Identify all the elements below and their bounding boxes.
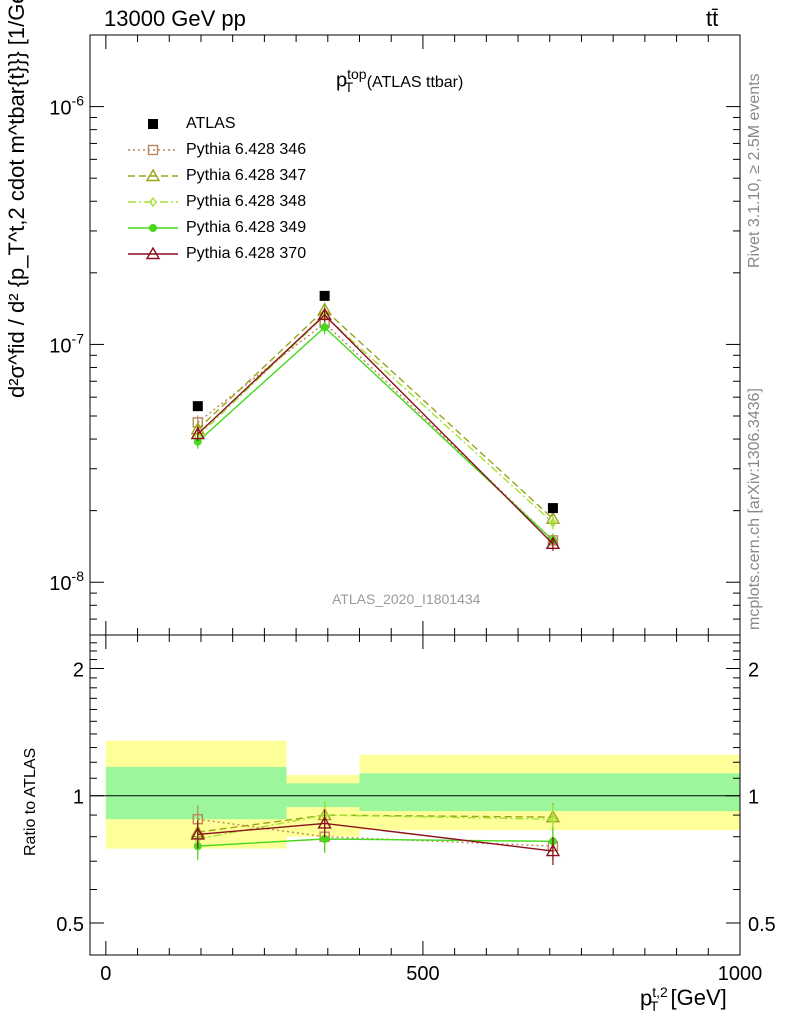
title-sub: T xyxy=(344,78,354,95)
series-line-4 xyxy=(197,326,554,541)
ratio-y-label: Ratio to ATLAS xyxy=(22,747,39,856)
x-axis-label: pt,2T [GeV] xyxy=(640,984,727,1014)
ratio-frame xyxy=(89,634,741,956)
ratio-y-tick-label: 1 xyxy=(73,787,84,809)
legend-label-atlas: ATLAS xyxy=(186,115,236,132)
rivet-label: Rivet 3.1.10, ≥ 2.5M events xyxy=(746,73,763,268)
legend-marker-atlas xyxy=(148,119,158,129)
ratio-point xyxy=(317,816,332,829)
y-tick-label: 10-8 xyxy=(49,568,84,595)
y-tick-label: 10-7 xyxy=(49,330,84,357)
legend-marker-5 xyxy=(145,246,161,260)
ratio-point xyxy=(545,843,561,857)
uncertainty-band-green xyxy=(105,766,287,820)
ratio-y-tick-label-right: 2 xyxy=(748,659,759,681)
data-point xyxy=(549,517,557,528)
legend-label-348: Pythia 6.428 348 xyxy=(186,193,307,210)
ratio-line-1 xyxy=(197,818,553,847)
header-left: 13000 GeV pp xyxy=(104,6,246,31)
xlabel-rest: [GeV] xyxy=(670,985,727,1011)
series-line-5 xyxy=(197,313,554,545)
atlas-data-point xyxy=(547,503,558,514)
title-main: p xyxy=(336,69,348,92)
x-tick-label: 0 xyxy=(100,963,111,985)
analysis-watermark: ATLAS_2020_I1801434 xyxy=(332,591,481,607)
data-point xyxy=(190,426,206,440)
ratio-point xyxy=(190,827,206,840)
legend-marker-3 xyxy=(149,196,157,208)
xlabel-main: p xyxy=(640,985,653,1011)
ratio-panel: 0.5 0.5 1 1 2 2 0 500 1000 xyxy=(56,634,776,985)
uncertainty-band-green xyxy=(286,783,360,808)
data-point xyxy=(320,323,329,332)
y-tick-label: 10-6 xyxy=(49,93,84,120)
x-tick-label: 1000 xyxy=(718,963,763,985)
legend-label-370: Pythia 6.428 370 xyxy=(186,245,307,262)
legend-label-347: Pythia 6.428 347 xyxy=(186,167,307,184)
series-line-3 xyxy=(197,314,554,524)
uncertainty-band-green xyxy=(359,773,740,812)
ratio-y-tick-label-right: 1 xyxy=(748,787,759,809)
legend-marker-1 xyxy=(147,144,159,156)
plot-title: ptopT (ATLAS ttbar) xyxy=(336,66,463,95)
ratio-y-tick-label: 2 xyxy=(73,659,84,681)
ratio-y-tick-label: 0.5 xyxy=(56,914,84,936)
legend-label-349: Pythia 6.428 349 xyxy=(186,219,307,236)
atlas-data-point xyxy=(319,290,330,301)
data-point xyxy=(545,536,561,550)
header-right: tt̄ xyxy=(706,6,719,31)
xlabel-sub: T xyxy=(649,997,659,1014)
atlas-data-point xyxy=(192,401,203,412)
ratio-y-tick-label-right: 0.5 xyxy=(748,914,776,936)
legend-marker-4 xyxy=(149,224,157,232)
series-line-2 xyxy=(197,308,554,520)
title-rest: (ATLAS ttbar) xyxy=(366,73,464,91)
data-point xyxy=(317,307,332,321)
main-panel: 10-8 10-7 10-6 xyxy=(49,34,741,636)
x-tick-label: 500 xyxy=(406,963,439,985)
ratio-point xyxy=(549,814,557,825)
legend-label-346: Pythia 6.428 346 xyxy=(186,141,307,158)
mcplots-label: mcplots.cern.ch [arXiv:1306.3436] xyxy=(746,388,763,630)
y-axis-label: d²σ^fid / d² {p_T^t,2 cdot m^tbar{t}}} [… xyxy=(4,0,29,398)
legend-marker-2 xyxy=(145,168,161,182)
